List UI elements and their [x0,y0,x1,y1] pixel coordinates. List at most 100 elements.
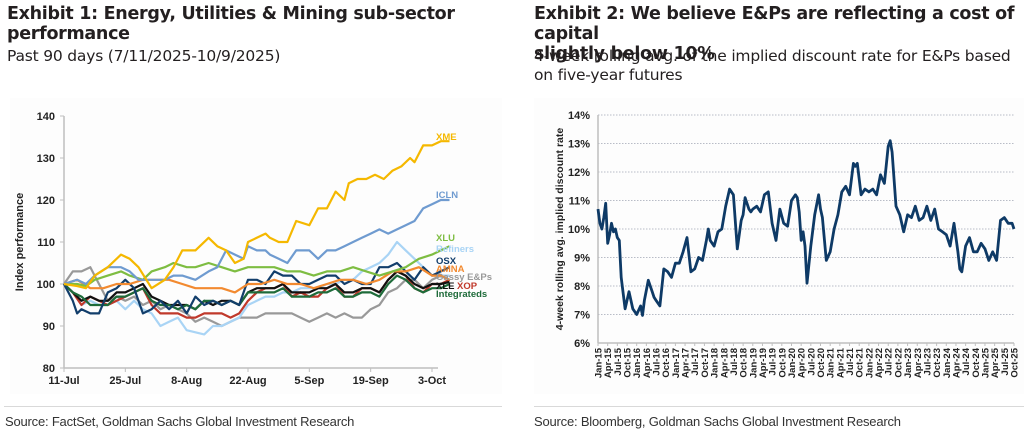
y-tick-label: 120 [37,195,55,207]
series-label-refiners: Refiners [436,244,474,255]
exhibit-2-subtitle-line1: 4-week rolling avg. of the implied disco… [534,47,1011,65]
x-tick-label: Apr-19 [758,348,769,378]
series-label-xlu: XLU [436,233,455,244]
x-tick-label: Oct-23 [932,348,943,378]
series-line-refiners [63,240,450,336]
x-tick-label: Jul-18 [729,348,740,375]
x-tick-label: Jan-15 [594,347,605,378]
y-tick-label: 10% [568,224,590,236]
x-tick-label: 11-Jul [48,375,79,387]
exhibit-1-subtitle: Past 90 days (7/11/2025-10/9/2025) [7,47,281,65]
series-line-xlu [64,245,450,288]
x-tick-label: Oct-19 [777,348,788,378]
y-tick-label: 130 [37,153,55,165]
series-line-xme [63,140,450,290]
series-line-gassy-e-ps [63,266,450,328]
y-tick-label: 12% [568,167,590,179]
series-label-icln: ICLN [436,190,458,201]
x-tick-label: Jan-24 [942,347,953,378]
exhibit-1-chart-area [10,98,502,394]
y-tick-label: 110 [37,237,55,249]
exhibit-2-subtitle-line2: on five-year futures [534,66,683,84]
exhibit-2-chart-area [534,98,1024,394]
x-tick-label: Jul-23 [922,348,933,375]
exhibit-2-divider [534,406,1024,407]
x-tick-label: Jan-21 [826,347,837,378]
y-axis-title: Index performance [14,193,26,291]
series-line-icln [63,198,450,286]
series-line-integrateds [63,274,450,311]
y-tick-label: 6% [574,338,590,350]
x-tick-label: 22-Aug [229,375,266,387]
x-tick-label: Jan-20 [787,348,798,378]
x-tick-label: Jul-15 [613,347,624,375]
exhibit-2-title-line2: slightly below 10% [534,44,715,64]
y-tick-label: 8% [574,281,590,293]
x-tick-label: Oct-18 [739,348,750,378]
series-line-discount-rate [596,139,1016,317]
y-tick-label: 100 [37,279,55,291]
x-tick-label: Oct-15 [623,347,634,377]
x-tick-label: Oct-20 [816,348,827,378]
x-tick-label: Jul-16 [652,348,663,375]
x-tick-label: 25-Jul [109,375,141,387]
exhibit-2-title: Exhibit 2: We believe E&Ps are reflectin… [534,4,1024,64]
x-tick-label: Apr-16 [642,348,653,378]
y-tick-label: 9% [574,253,590,265]
x-tick-label: Oct-21 [855,347,866,377]
x-tick-label: Oct-17 [700,348,711,378]
x-tick-label: Oct-16 [661,348,672,378]
x-tick-label: Apr-23 [913,348,924,378]
x-tick-label: Jul-20 [806,348,817,375]
exhibit-2-title-line1: Exhibit 2: We believe E&Ps are reflectin… [534,4,1015,44]
x-tick-label: Apr-21 [835,347,846,378]
exhibit-2-source: Source: Bloomberg, Goldman Sachs Global … [534,414,901,429]
x-tick-label: Apr-17 [681,348,692,378]
exhibit-1-title: Exhibit 1: Energy, Utilities & Mining su… [7,4,455,44]
x-tick-label: Apr-22 [874,348,885,378]
series-line-xle [63,270,450,311]
exhibit-1-source: Source: FactSet, Goldman Sachs Global In… [5,414,355,429]
x-tick-label: 8-Aug [171,375,202,387]
exhibit-1-title-line2: performance [7,24,130,44]
series-label-xop: XOP [457,281,478,292]
x-tick-label: 5-Sep [294,375,324,387]
series-label-xle: XLE [436,281,454,292]
y-tick-label: 11% [569,196,591,208]
x-tick-label: Jan-19 [748,348,759,378]
x-tick-label: Jan-17 [671,348,682,378]
x-tick-label: Apr-24 [951,347,962,378]
x-tick-label: 19-Sep [353,375,389,387]
x-tick-label: Jul-19 [768,348,779,375]
y-axis-title: 4-week rolling avg. implied discount rat… [554,128,566,331]
x-tick-label: Jul-17 [690,348,701,375]
x-tick-label: Jan-16 [632,348,643,378]
x-tick-label: Jul-24 [961,347,972,375]
y-tick-label: 13% [568,139,590,151]
series-label-osx: OSX [436,256,457,267]
exhibit-1-chart: 80 90 100 110 120 130 140 11-Jul 25-Jul 8-Aug 22-A… [14,111,492,387]
x-tick-label: Apr-18 [719,348,730,378]
x-tick-label: Apr-20 [797,348,808,378]
x-tick-label: Jan-23 [903,348,914,378]
x-tick-label: Apr-25 [990,347,1001,378]
x-tick-label: Oct-22 [893,348,904,378]
x-tick-label: Jul-21 [845,347,856,375]
exhibit-1-title-line1: Exhibit 1: Energy, Utilities & Mining su… [7,4,455,24]
y-tick-label: 140 [37,111,55,123]
x-tick-label: Jan-18 [710,348,721,378]
x-tick-label: Jan-22 [864,348,875,378]
exhibit-2-subtitle: 4-week rolling avg. of the implied disco… [534,47,1011,85]
exhibit-1-divider [4,406,502,407]
y-tick-label: 7% [574,310,590,322]
y-tick-label: 80 [43,363,55,375]
series-label-amna: AMNA [436,264,465,275]
x-tick-label: Jul-25 [1000,347,1011,375]
x-tick-label: Jul-22 [884,348,895,375]
x-tick-label: Jan-25 [980,347,991,378]
y-tick-label: 90 [43,321,55,333]
x-tick-label: 3-Oct [418,375,446,387]
exhibit-2-chart: 6%7%8%9%10%11%12%13%14%Jan-15Apr-15Jul-1… [554,110,1021,378]
series-label-xme: XME [436,132,457,143]
x-tick-label: Oct-25 [1010,347,1021,377]
